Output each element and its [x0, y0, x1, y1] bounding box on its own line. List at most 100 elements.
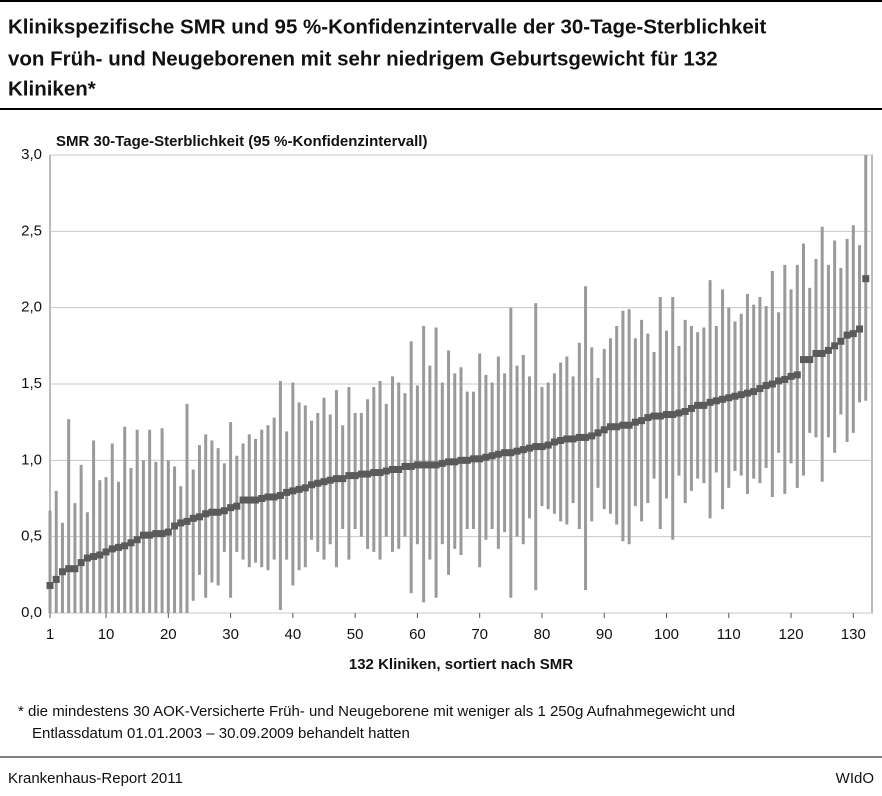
x-tick-label: 110 — [717, 626, 741, 643]
source: Krankenhaus-Report 2011 — [8, 770, 183, 787]
chart-title: Klinikspezifische SMR und 95 %-Konfidenz… — [8, 15, 766, 38]
smr-point — [139, 531, 147, 539]
x-tick-label: 1 — [46, 626, 54, 643]
smr-point — [756, 385, 764, 393]
smr-point — [812, 349, 820, 357]
smr-point — [750, 388, 758, 396]
smr-point — [831, 342, 839, 350]
smr-point — [283, 488, 291, 496]
smr-point — [557, 436, 565, 444]
smr-point — [77, 559, 85, 567]
smr-point — [663, 411, 670, 419]
smr-point — [195, 513, 203, 521]
smr-point — [725, 394, 733, 402]
y-tick-label: 0,5 — [21, 528, 42, 545]
smr-point — [482, 453, 490, 461]
smr-point — [837, 337, 845, 345]
smr-point — [382, 467, 390, 475]
y-tick-label: 3,0 — [21, 146, 42, 163]
smr-point — [214, 508, 222, 516]
x-tick-label: 80 — [534, 626, 551, 643]
smr-point — [239, 496, 247, 504]
smr-point — [146, 531, 154, 539]
smr-point — [451, 458, 459, 466]
smr-point — [800, 356, 807, 364]
smr-point — [270, 493, 278, 501]
smr-point — [108, 545, 116, 553]
y-tick-label: 2,0 — [21, 299, 42, 316]
smr-point — [301, 484, 309, 492]
smr-point — [787, 372, 795, 380]
x-tick-label: 100 — [654, 626, 679, 643]
smr-point — [189, 514, 197, 522]
smr-point — [438, 459, 446, 467]
smr-point — [389, 465, 396, 473]
smr-point — [83, 554, 91, 562]
smr-point — [644, 414, 652, 422]
smr-point — [768, 380, 776, 388]
smr-point — [413, 461, 421, 469]
smr-point — [258, 495, 266, 502]
smr-point — [308, 481, 316, 489]
smr-point — [513, 447, 521, 455]
smr-point — [376, 469, 384, 477]
smr-point — [594, 429, 602, 437]
x-tick-label: 50 — [347, 626, 364, 643]
y-tick-label: 2,5 — [21, 222, 42, 239]
smr-point — [824, 346, 832, 354]
smr-point — [793, 371, 801, 379]
smr-point — [152, 530, 160, 538]
smr-point — [588, 432, 596, 440]
smr-point — [743, 389, 751, 397]
smr-point — [687, 404, 695, 412]
smr-point — [102, 548, 110, 556]
smr-point — [781, 375, 789, 383]
smr-point — [71, 565, 79, 573]
smr-point — [208, 508, 216, 516]
footnote: * die mindestens 30 AOK-Versicherte Früh… — [18, 703, 735, 720]
smr-point — [849, 330, 857, 338]
smr-point — [719, 395, 727, 403]
smr-point — [843, 331, 851, 339]
smr-point — [463, 456, 471, 464]
smr-point — [856, 325, 864, 333]
y-tick-label: 1,0 — [21, 451, 42, 468]
smr-point — [669, 411, 677, 419]
x-tick-label: 70 — [471, 626, 488, 643]
x-tick-label: 40 — [285, 626, 302, 643]
smr-point — [457, 456, 465, 464]
smr-point — [519, 446, 527, 454]
smr-point — [295, 485, 303, 493]
plot-area: 0,00,51,01,52,02,53,01 10 20 30 40 50 60 70 80 90… — [21, 146, 873, 643]
smr-point — [432, 461, 440, 469]
smr-point — [326, 476, 334, 484]
smr-point — [202, 510, 210, 518]
x-tick-label: 90 — [596, 626, 613, 643]
smr-point — [613, 423, 621, 431]
x-tick-label: 20 — [160, 626, 177, 643]
smr-point — [638, 417, 646, 425]
smr-point — [706, 398, 714, 406]
smr-point — [183, 517, 191, 525]
smr-point — [544, 441, 552, 449]
smr-point — [407, 462, 415, 470]
smr-point — [364, 470, 372, 478]
smr-point — [233, 502, 241, 510]
chart-title: Kliniken* — [8, 77, 96, 100]
smr-point — [818, 349, 826, 357]
x-tick-label: 60 — [409, 626, 426, 643]
smr-point — [700, 401, 708, 409]
smr-point — [395, 465, 403, 473]
chart-title: von Früh- und Neugeborenen mit sehr nied… — [8, 47, 718, 70]
smr-point — [862, 275, 870, 283]
smr-point — [575, 433, 583, 441]
x-tick-label: 130 — [841, 626, 866, 643]
smr-point — [96, 551, 104, 559]
x-tick-label: 30 — [222, 626, 239, 643]
smr-point — [164, 528, 172, 536]
smr-point — [762, 382, 770, 390]
smr-point — [731, 392, 739, 400]
smr-point — [420, 461, 428, 469]
smr-point — [158, 530, 166, 538]
